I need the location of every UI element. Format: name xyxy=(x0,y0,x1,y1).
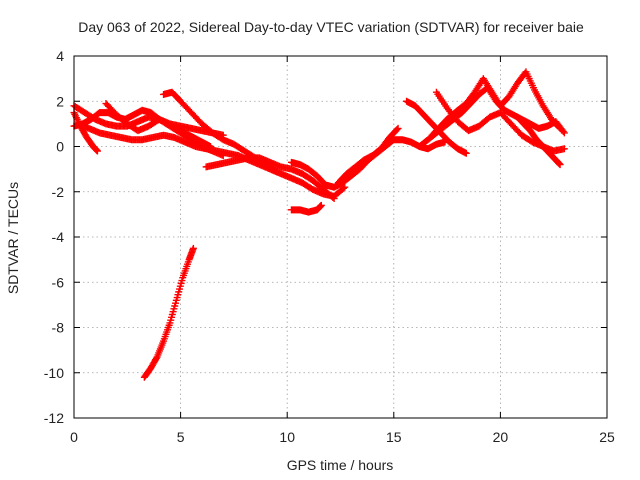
x-axis-label: GPS time / hours xyxy=(287,457,394,473)
data-point xyxy=(219,152,227,160)
data-point xyxy=(556,124,564,132)
data-point xyxy=(273,167,281,175)
data-marks xyxy=(70,68,568,381)
plot-frame xyxy=(73,55,608,419)
series-arc-10 xyxy=(287,201,325,216)
data-point xyxy=(560,129,568,137)
y-axis-label: SDTVAR / TECUs xyxy=(5,182,21,294)
data-point xyxy=(559,128,567,136)
series-arc-5 xyxy=(102,100,227,160)
data-point xyxy=(556,161,564,169)
x-tick-label: 10 xyxy=(279,429,295,445)
data-point xyxy=(393,126,401,134)
data-point xyxy=(317,201,325,209)
data-point xyxy=(341,183,349,191)
data-point xyxy=(330,195,338,203)
data-point xyxy=(555,123,563,131)
series-arc-9 xyxy=(334,124,402,187)
data-point xyxy=(271,167,279,175)
data-point xyxy=(329,193,337,201)
y-tick-label: 4 xyxy=(56,48,64,64)
x-tick-label: 5 xyxy=(177,429,185,445)
series-arc-12 xyxy=(403,97,470,157)
y-tick-label: -2 xyxy=(52,184,65,200)
y-tick-label: 0 xyxy=(56,139,64,155)
chart-title: Day 063 of 2022, Sidereal Day-to-day VTE… xyxy=(78,19,584,35)
x-tick-label: 25 xyxy=(599,429,615,445)
series-arc-11 xyxy=(140,244,197,381)
x-tick-label: 0 xyxy=(70,429,78,445)
data-point xyxy=(560,145,568,153)
data-point xyxy=(339,184,347,192)
x-tick-label: 20 xyxy=(493,429,509,445)
y-tick-label: 2 xyxy=(56,93,64,109)
data-point xyxy=(462,149,470,157)
series-arc-16 xyxy=(513,113,564,169)
y-tick-label: -10 xyxy=(44,365,64,381)
y-tick-label: -12 xyxy=(44,410,64,426)
y-tick-label: -6 xyxy=(52,274,65,290)
y-tick-label: -8 xyxy=(52,320,65,336)
series-arc-7 xyxy=(202,154,338,203)
data-point xyxy=(93,147,101,155)
data-point xyxy=(189,244,197,252)
data-point xyxy=(394,124,402,132)
data-point xyxy=(152,354,160,362)
y-tick-label: -4 xyxy=(52,229,65,245)
x-tick-label: 15 xyxy=(386,429,402,445)
axes: 0 5 10 15 20 25 -12 -10 -8 -6 -4 -2 0 2 4 xyxy=(44,48,615,445)
